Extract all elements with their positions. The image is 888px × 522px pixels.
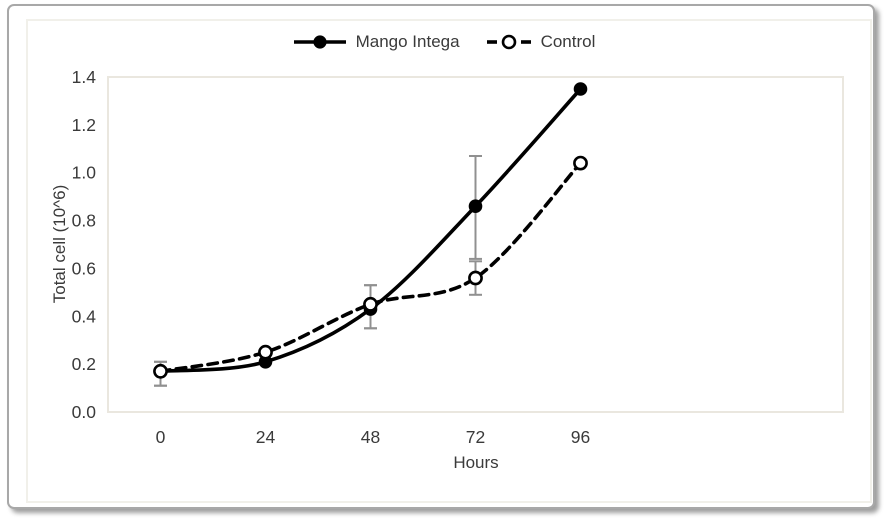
legend-label-control: Control [540, 32, 596, 51]
data-point-filled [573, 82, 588, 96]
chart-frame [7, 4, 875, 509]
y-tick-label: 1.4 [72, 67, 97, 87]
series-line-dashed [158, 161, 583, 374]
data-point-open [258, 344, 273, 360]
solid-line-filled-circle-icon [293, 35, 346, 49]
data-point-filled [468, 199, 483, 213]
data-point-open [468, 270, 483, 286]
x-tick-label: 0 [156, 427, 166, 447]
y-axis-title: Total cell (10^6) [50, 184, 69, 304]
y-tick-label: 0.6 [72, 258, 96, 278]
y-tick-label: 0.0 [72, 402, 97, 422]
x-axis-title: Hours [453, 453, 499, 472]
y-tick-label: 1.0 [72, 163, 97, 183]
x-tick-label: 96 [571, 427, 590, 447]
y-tick-label: 0.2 [72, 354, 96, 374]
y-tick-label: 0.8 [72, 211, 96, 231]
legend: Mango Intega Control [0, 31, 888, 53]
legend-item-control: Control [486, 32, 596, 52]
chart-inner-border [26, 19, 872, 503]
y-tick-label: 1.2 [72, 115, 96, 135]
data-point-open [153, 363, 168, 379]
data-point-open [363, 296, 378, 312]
legend-label-mango-intega: Mango Intega [355, 32, 460, 51]
dashed-line-open-circle-icon [486, 34, 531, 50]
y-tick-label: 0.4 [72, 306, 97, 326]
x-tick-label: 24 [256, 427, 276, 447]
plot-border [107, 76, 844, 413]
x-tick-label: 48 [361, 427, 380, 447]
legend-item-mango-intega: Mango Intega [293, 32, 460, 52]
data-point-open [573, 155, 588, 171]
x-tick-label: 72 [466, 427, 485, 447]
